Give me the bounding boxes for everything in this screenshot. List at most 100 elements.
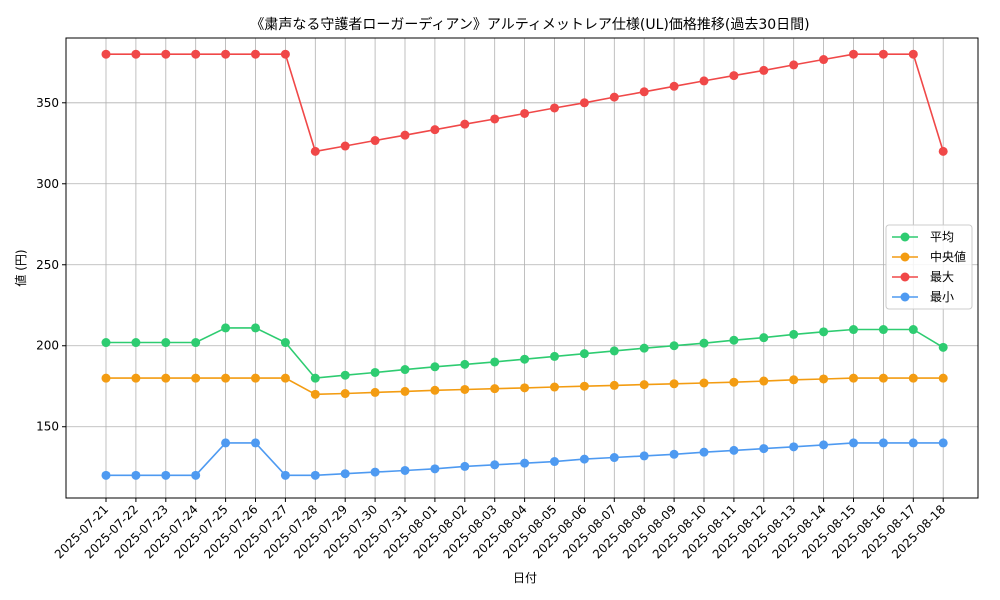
data-point (161, 470, 171, 480)
data-point (639, 451, 649, 461)
data-point (759, 333, 769, 343)
x-axis-label: 日付 (513, 571, 537, 585)
data-point (699, 76, 709, 86)
data-point (878, 325, 888, 335)
data-point (310, 146, 320, 156)
chart-title: 《粛声なる守護者ローガーディアン》アルティメットレア仕様(UL)価格推移(過去3… (250, 16, 809, 33)
data-point (131, 470, 141, 480)
data-point (400, 365, 410, 375)
y-tick-label: 350 (36, 96, 59, 110)
y-axis-label: 値 (円) (13, 249, 28, 286)
legend-box (885, 224, 973, 310)
legend-swatch-marker (900, 252, 910, 262)
data-point (340, 389, 350, 399)
data-point (221, 438, 231, 448)
plot-frame (65, 37, 979, 499)
data-point (340, 141, 350, 151)
data-point (759, 444, 769, 454)
data-point (460, 384, 470, 394)
data-point (520, 354, 530, 364)
data-point (370, 136, 380, 146)
data-point (699, 447, 709, 457)
data-point (908, 373, 918, 383)
data-point (131, 49, 141, 59)
data-point (579, 454, 589, 464)
data-point (550, 382, 559, 392)
data-point (370, 367, 380, 377)
data-point (340, 370, 350, 380)
data-point (789, 329, 799, 339)
y-tick-label: 300 (36, 177, 59, 191)
data-point (819, 440, 829, 450)
data-point (878, 49, 888, 59)
data-point (699, 338, 709, 348)
data-point (251, 49, 260, 59)
data-point (729, 335, 739, 345)
data-point (251, 438, 260, 448)
legend-label: 最大 (930, 270, 954, 284)
data-point (550, 351, 559, 361)
data-point (131, 373, 141, 383)
data-point (191, 373, 201, 383)
data-point (310, 373, 320, 383)
data-point (669, 379, 679, 389)
data-point (849, 49, 858, 59)
data-point (789, 442, 799, 452)
data-point (639, 380, 649, 390)
data-point (280, 338, 290, 348)
data-point (280, 49, 290, 59)
data-point (430, 362, 440, 372)
data-point (191, 470, 201, 480)
data-point (669, 341, 679, 351)
data-point (460, 119, 470, 129)
data-point (938, 146, 948, 156)
data-point (430, 125, 440, 135)
data-point (161, 338, 171, 348)
data-point (161, 49, 171, 59)
data-point (550, 103, 559, 113)
data-point (101, 470, 111, 480)
data-point (938, 342, 948, 352)
data-point (729, 71, 739, 81)
data-point (849, 325, 858, 335)
data-point (878, 438, 888, 448)
data-point (849, 373, 858, 383)
data-point (849, 438, 858, 448)
legend-label: 中央値 (930, 249, 966, 264)
data-point (101, 373, 111, 383)
data-point (819, 327, 829, 337)
data-point (400, 465, 410, 475)
legend-swatch-marker (900, 272, 910, 282)
data-point (310, 389, 320, 399)
legend-label: 平均 (930, 230, 954, 244)
grid (66, 38, 978, 498)
data-point (609, 380, 619, 390)
data-point (938, 438, 948, 448)
data-point (729, 377, 739, 387)
data-point (490, 384, 500, 394)
data-point (221, 323, 231, 333)
data-point (101, 49, 111, 59)
data-point (221, 373, 231, 383)
data-point (669, 81, 679, 91)
data-point (550, 457, 559, 467)
data-point (579, 349, 589, 359)
data-point (131, 338, 141, 348)
y-tick-label: 150 (36, 420, 59, 434)
legend-label: 最小 (930, 290, 954, 304)
y-tick-label: 250 (36, 258, 59, 272)
data-point (789, 375, 799, 385)
data-point (729, 445, 739, 455)
data-point (400, 386, 410, 396)
data-point (221, 49, 231, 59)
data-point (370, 467, 380, 477)
legend-swatch-marker (900, 232, 910, 242)
data-point (251, 323, 260, 333)
data-point (908, 49, 918, 59)
data-point (908, 325, 918, 335)
data-point (819, 374, 829, 384)
data-point (490, 114, 500, 124)
data-point (310, 470, 320, 480)
